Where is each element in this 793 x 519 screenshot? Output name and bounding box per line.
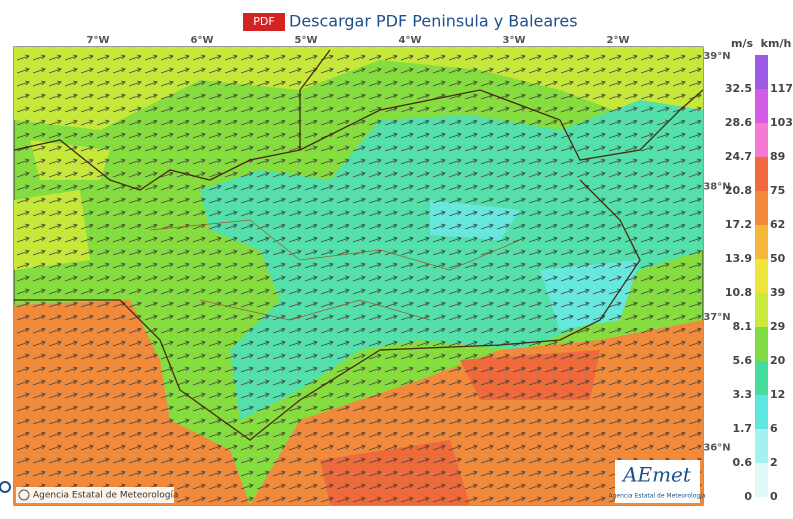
legend-swatch [755,157,768,191]
borders [13,49,704,441]
legend-kmh: 12 [770,388,785,401]
legend-kmh: 2 [770,456,778,469]
legend-ms: 1.7 [733,422,753,435]
legend-ms: 13.9 [725,252,752,265]
pdf-label[interactable]: PDF [253,15,274,28]
logo-caption: Agencia Estatal de Meteorología [609,493,706,500]
legend-ms: 8.1 [733,320,753,333]
legend-swatch [755,123,768,157]
pdf-button[interactable] [243,13,285,31]
legend-ms: 10.8 [725,286,752,299]
title[interactable]: Descargar PDF Peninsula y Baleares [289,12,578,31]
legend-ms: 3.3 [733,388,753,401]
longitude-label: 4°W [399,35,422,46]
legend-ms: 0 [744,490,752,503]
longitude-label: 7°W [87,35,110,46]
copyright-icon [18,489,30,501]
longitude-label: 6°W [191,35,214,46]
legend-kmh: 0 [770,490,778,503]
logo-box [615,460,700,503]
legend-ms: 5.6 [733,354,753,367]
legend-ms: 17.2 [725,218,752,231]
legend-kmh: 117 [770,82,793,95]
legend-kmh: 20 [770,354,786,367]
legend-swatch [755,259,768,293]
longitude-label: 3°W [503,35,526,46]
logo: AEmet [621,463,692,487]
legend-ms: 20.8 [725,184,752,197]
longitude-label: 5°W [295,35,318,46]
legend-kmh: 103 [770,116,793,129]
legend-kmh: 62 [770,218,785,231]
zoom-icon[interactable] [0,481,11,493]
legend-swatch [755,463,768,497]
legend-kmh: 75 [770,184,785,197]
legend-kmh: 29 [770,320,785,333]
wind-arrows [14,47,703,505]
legend-swatch [755,293,768,327]
legend-swatch [755,361,768,395]
attribution-box [16,487,174,503]
legend-ms: 0.6 [733,456,753,469]
legend-header: m/s [731,37,753,50]
latitude-label: 37°N [703,312,730,323]
map: AEmet Agencia Estatal de Meteorología Ag… [0,46,706,506]
legend-kmh: 6 [770,422,778,435]
legend-swatch [755,327,768,361]
latitude-label: 39°N [703,51,730,62]
legend-ms: 24.7 [725,150,752,163]
legend-swatch [755,395,768,429]
legend-ms: 32.5 [725,82,752,95]
latitude-label: 36°N [703,443,730,454]
legend-swatch [755,89,768,123]
latitude-label: 38°N [703,182,730,193]
legend-swatch [755,191,768,225]
legend-kmh: 50 [770,252,786,265]
legend-kmh: 89 [770,150,785,163]
legend-swatch [755,55,768,89]
legend-swatch [755,429,768,463]
legend-swatch [755,225,768,259]
provinces [149,219,521,321]
legend-ms: 28.6 [725,116,752,129]
longitude-label: 2°W [607,35,630,46]
legend-header: km/h [761,37,792,50]
legend-kmh: 39 [770,286,785,299]
map-labels: 7°W 6°W 5°W 4°W 3°W 2°W 39°N 38°N 37°N 36°N [87,35,731,454]
attribution[interactable]: Agencia Estatal de Meteorología [33,491,179,501]
